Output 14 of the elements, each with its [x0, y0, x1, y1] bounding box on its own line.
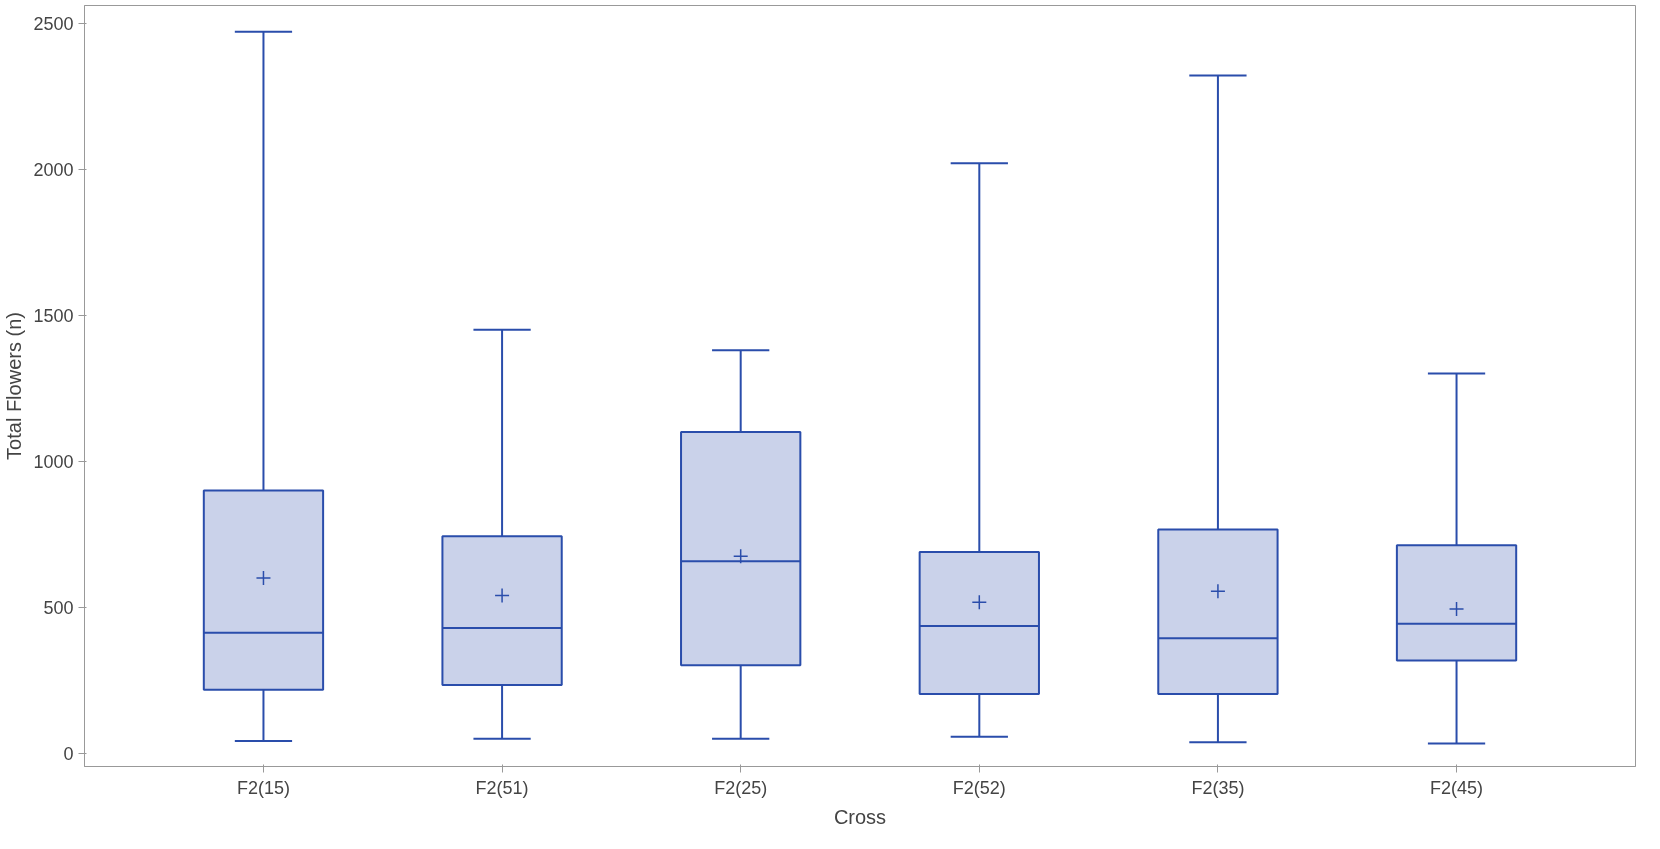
x-tick-label: F2(52) — [952, 777, 1006, 798]
x-tick-label: F2(35) — [1191, 777, 1245, 798]
x-axis-title: Cross — [833, 805, 887, 828]
x-tick-label: F2(51) — [475, 777, 529, 798]
y-tick-label: 500 — [43, 597, 74, 618]
y-tick-label: 2500 — [33, 13, 74, 34]
y-tick-label: 1000 — [33, 451, 74, 472]
y-tick-label: 0 — [63, 743, 74, 764]
y-tick-label: 1500 — [33, 305, 74, 326]
x-tick-label: F2(15) — [236, 777, 290, 798]
x-tick-label: F2(25) — [714, 777, 768, 798]
x-tick-label: F2(45) — [1430, 777, 1484, 798]
y-axis-title: Total Flowers (n) — [3, 312, 26, 460]
y-tick-label: 2000 — [33, 159, 74, 180]
